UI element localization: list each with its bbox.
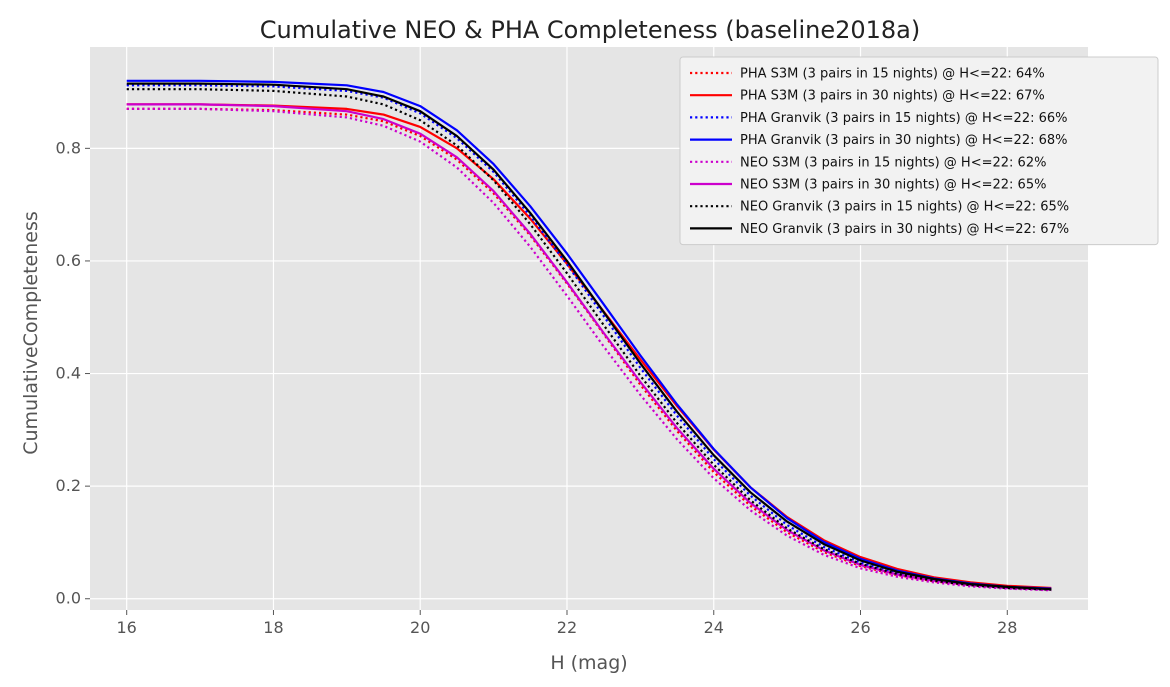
y-tick-label: 0.4 (56, 364, 81, 383)
legend-label: NEO S3M (3 pairs in 15 nights) @ H<=22: … (740, 155, 1046, 170)
y-tick-label: 0.2 (56, 476, 81, 495)
chart-title: Cumulative NEO & PHA Completeness (basel… (260, 16, 920, 44)
y-axis-label: CumulativeCompleteness (20, 211, 42, 455)
x-axis-label: H (mag) (550, 652, 627, 674)
series-line-5 (126, 107, 1052, 592)
x-tick-label: 26 (850, 618, 870, 637)
series-line-7 (126, 88, 1052, 591)
series-line-3 (126, 84, 1052, 591)
y-tick-label: 0.0 (56, 589, 81, 608)
y-tick-label: 0.8 (56, 138, 81, 157)
series-line-8 (126, 82, 1052, 591)
x-tick-label: 18 (263, 618, 283, 637)
legend-label: PHA S3M (3 pairs in 15 nights) @ H<=22: … (740, 67, 1045, 82)
legend-label: NEO Granvik (3 pairs in 30 nights) @ H<=… (740, 222, 1069, 237)
legend-label: PHA S3M (3 pairs in 30 nights) @ H<=22: … (740, 89, 1045, 104)
x-tick-label: 22 (557, 618, 577, 637)
series-line-6 (126, 103, 1052, 591)
x-axis-ticks: 16 18 20 22 24 26 28 (117, 610, 1017, 637)
x-tick-label: 20 (410, 618, 430, 637)
legend-box (679, 56, 1159, 246)
legend-label: PHA Granvik (3 pairs in 15 nights) @ H<=… (740, 111, 1068, 126)
series-line-1 (126, 107, 1052, 591)
x-tick-label: 28 (997, 618, 1017, 637)
legend-label: PHA Granvik (3 pairs in 30 nights) @ H<=… (740, 133, 1068, 148)
legend: PHA S3M (3 pairs in 15 nights) @ H<=22: … (679, 56, 1159, 246)
y-tick-label: 0.6 (56, 251, 81, 270)
x-tick-label: 16 (117, 618, 137, 637)
x-tick-label: 24 (704, 618, 724, 637)
series-line-2 (126, 103, 1052, 590)
legend-label: NEO S3M (3 pairs in 30 nights) @ H<=22: … (740, 178, 1046, 193)
y-axis-ticks: 0.0 0.2 0.4 0.6 0.8 (56, 138, 90, 608)
series-layer (126, 79, 1052, 592)
legend-label: NEO Granvik (3 pairs in 15 nights) @ H<=… (740, 200, 1069, 215)
